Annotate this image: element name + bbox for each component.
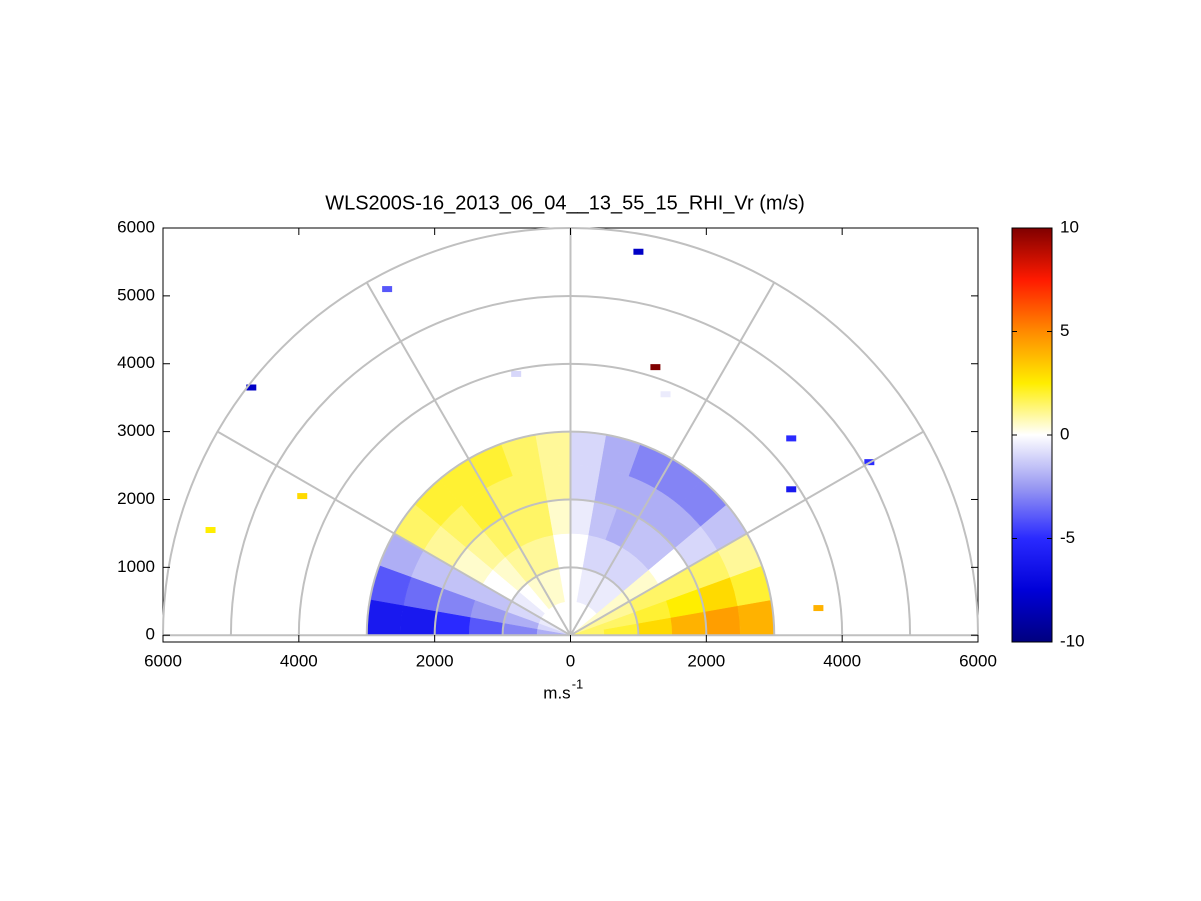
velocity-cell — [534, 431, 571, 469]
y-tick-label: 4000 — [117, 353, 155, 372]
colorbar — [1011, 227, 1053, 643]
velocity-point — [650, 364, 661, 371]
x-tick-label: 4000 — [823, 651, 861, 670]
x-tick-label: 4000 — [280, 651, 318, 670]
polar-spoke — [365, 282, 572, 636]
polar-spoke — [570, 430, 924, 637]
velocity-point — [786, 435, 797, 442]
velocity-point — [246, 384, 257, 391]
x-axis-label-sup: -1 — [572, 676, 584, 691]
chart-title: WLS200S-16_2013_06_04__13_55_15_RHI_Vr (… — [325, 192, 805, 214]
velocity-point — [633, 248, 644, 255]
velocity-point — [786, 486, 797, 493]
velocity-point — [297, 493, 308, 500]
y-tick-label: 3000 — [117, 421, 155, 440]
polar-spoke — [217, 430, 571, 637]
colorbar-tick-label: 0 — [1060, 424, 1069, 443]
y-tick-label: 6000 — [117, 217, 155, 236]
colorbar-tick-label: 5 — [1060, 321, 1069, 340]
colorbar-tick-label: -5 — [1060, 528, 1075, 547]
colorbar-tick-label: -10 — [1060, 631, 1085, 650]
velocity-point — [511, 370, 522, 377]
x-axis-label: m.s — [543, 683, 570, 702]
velocity-point — [205, 527, 216, 534]
velocity-cell — [570, 431, 607, 469]
velocity-point — [813, 605, 824, 612]
x-tick-label: 6000 — [144, 651, 182, 670]
y-tick-label: 1000 — [117, 557, 155, 576]
y-tick-label: 2000 — [117, 489, 155, 508]
velocity-cell — [366, 599, 404, 636]
y-tick-label: 5000 — [117, 285, 155, 304]
y-tick-label: 0 — [146, 625, 155, 644]
polar-spoke — [569, 282, 776, 636]
x-tick-label: 0 — [566, 651, 575, 670]
colorbar-tick-label: 10 — [1060, 217, 1079, 236]
cells — [366, 431, 775, 636]
x-tick-label: 6000 — [959, 651, 997, 670]
x-tick-label: 2000 — [687, 651, 725, 670]
velocity-cell — [737, 599, 775, 636]
velocity-point — [660, 391, 671, 398]
velocity-point — [382, 286, 393, 293]
x-tick-label: 2000 — [416, 651, 454, 670]
